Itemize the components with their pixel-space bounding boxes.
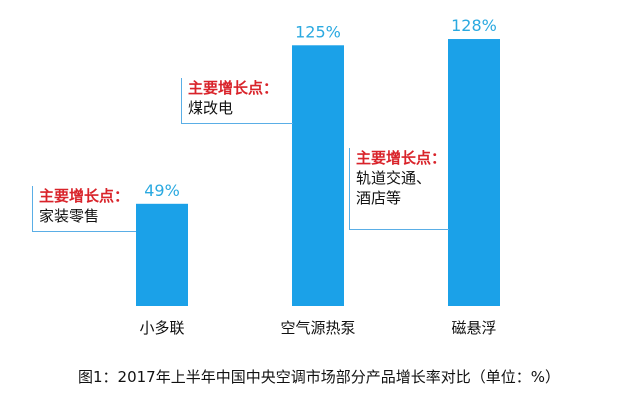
annotation-air-source-heat-pump: 主要增长点： 煤改电 [181, 78, 293, 124]
annotation-line: 煤改电 [188, 99, 234, 117]
category-label-xiaoduolian: 小多联 [139, 319, 184, 337]
category-label-air-source-heat-pump: 空气源热泵 [280, 319, 355, 337]
annotation-head: 主要增长点： [39, 187, 130, 205]
annotation-xiaoduolian: 主要增长点： 家装零售 [32, 186, 136, 232]
annotation-head: 主要增长点： [188, 79, 279, 97]
annotation-line: 酒店等 [356, 189, 402, 207]
annotation-head: 主要增长点： [356, 149, 447, 167]
value-label-air-source-heat-pump: 125% [295, 22, 341, 41]
bar-maglev [448, 39, 500, 307]
bar-xiaoduolian [136, 203, 188, 306]
annotation-line: 家装零售 [39, 207, 100, 225]
annotation-maglev: 主要增长点： 轨道交通、 酒店等 [349, 148, 449, 230]
annotation-line: 轨道交通、 [356, 169, 432, 187]
figure-caption: 图1：2017年上半年中国中央空调市场部分产品增长率对比（单位：%） [78, 368, 560, 386]
category-label-maglev: 磁悬浮 [451, 319, 496, 337]
value-label-maglev: 128% [451, 16, 497, 35]
bar-air-source-heat-pump [292, 45, 344, 307]
value-label-xiaoduolian: 49% [144, 181, 180, 200]
